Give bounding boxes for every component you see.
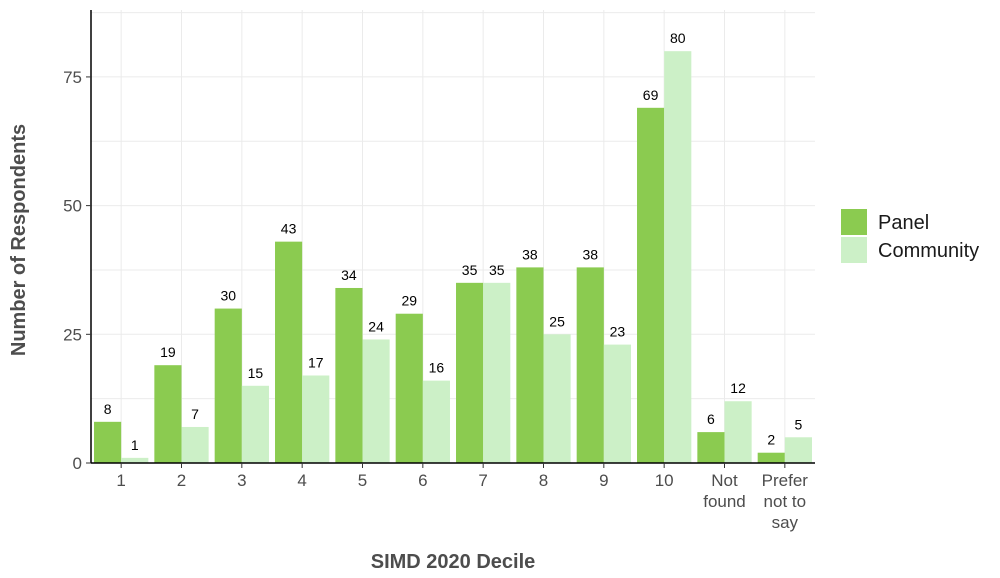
bar-panel-1	[94, 421, 122, 463]
data-label-community-7: 35	[489, 262, 505, 278]
legend: Panel Community	[841, 209, 979, 263]
data-label-community-3: 15	[248, 365, 264, 381]
bar-panel-3	[214, 308, 242, 463]
data-label-panel-9: 38	[582, 246, 598, 262]
axes	[90, 10, 815, 464]
data-label-community-11: 12	[730, 380, 746, 396]
x-tick-label: 4	[297, 471, 306, 490]
data-label-panel-1: 8	[104, 401, 112, 417]
bar-community-5	[362, 339, 390, 463]
data-label-panel-7: 35	[462, 262, 478, 278]
data-label-community-4: 17	[308, 354, 324, 370]
bar-community-6	[422, 380, 450, 463]
data-label-community-9: 23	[610, 324, 626, 340]
bar-community-8	[543, 334, 571, 463]
y-tick-label: 0	[73, 454, 82, 473]
y-axis-title: Number of Respondents	[8, 124, 30, 356]
x-tick-label: 3	[237, 471, 246, 490]
bar-community-3	[241, 385, 269, 463]
data-label-panel-12: 2	[767, 432, 775, 448]
x-tick-label: 7	[478, 471, 487, 490]
bar-panel-8	[516, 267, 544, 463]
bar-panel-2	[154, 365, 182, 463]
data-label-community-12: 5	[795, 416, 803, 432]
data-label-panel-2: 19	[160, 344, 176, 360]
x-tick-label: 6	[418, 471, 427, 490]
x-tick-label: 5	[358, 471, 367, 490]
legend-swatch-community	[841, 237, 867, 263]
x-tick-label: 10	[655, 471, 674, 490]
x-tick-label: Not found	[703, 471, 746, 511]
data-label-panel-10: 69	[643, 87, 659, 103]
y-tick-label: 25	[63, 325, 82, 344]
bar-panel-12	[757, 452, 785, 463]
data-label-panel-5: 34	[341, 267, 357, 283]
data-label-panel-8: 38	[522, 246, 538, 262]
x-tick-label: 1	[116, 471, 125, 490]
data-label-community-1: 1	[131, 437, 139, 453]
bar-panel-5	[335, 287, 363, 463]
y-tick-label: 75	[63, 68, 82, 87]
bar-community-12	[784, 437, 812, 463]
data-label-community-6: 16	[429, 360, 445, 376]
data-label-community-8: 25	[549, 313, 565, 329]
bar-panel-10	[637, 107, 665, 463]
bar-panel-11	[697, 432, 725, 463]
bar-community-4	[302, 375, 330, 463]
x-tick-label: 2	[177, 471, 186, 490]
x-tick-label: 8	[539, 471, 548, 490]
legend-swatch-panel	[841, 209, 867, 235]
legend-label-panel: Panel	[878, 212, 929, 234]
x-tick-label: Prefer not to say	[762, 471, 809, 532]
bars	[94, 51, 812, 463]
data-label-panel-3: 30	[220, 288, 236, 304]
bar-community-7	[483, 282, 511, 463]
x-tick-labels: 1 2 3 4 5 6 7 8 9 10 Not found Prefer not to say	[116, 463, 808, 532]
bar-panel-4	[275, 241, 303, 463]
bar-community-2	[181, 426, 209, 463]
data-label-panel-4: 43	[281, 221, 297, 237]
data-label-community-2: 7	[191, 406, 199, 422]
grid	[91, 10, 815, 464]
data-label-panel-11: 6	[707, 411, 715, 427]
y-tick-label: 50	[63, 197, 82, 216]
bar-panel-7	[456, 282, 484, 463]
data-label-panel-6: 29	[401, 293, 417, 309]
legend-label-community: Community	[878, 240, 979, 262]
data-label-community-5: 24	[368, 318, 384, 334]
bar-community-10	[664, 51, 692, 463]
bar-panel-6	[395, 313, 423, 463]
data-label-community-10: 80	[670, 30, 686, 46]
y-tick-labels: 0 25 50 75	[63, 68, 91, 473]
bar-community-1	[121, 457, 149, 463]
bar-panel-9	[576, 267, 604, 463]
bar-community-11	[724, 401, 752, 463]
bar-community-9	[603, 344, 631, 463]
x-tick-label: 9	[599, 471, 608, 490]
x-axis-title: SIMD 2020 Decile	[371, 551, 536, 573]
